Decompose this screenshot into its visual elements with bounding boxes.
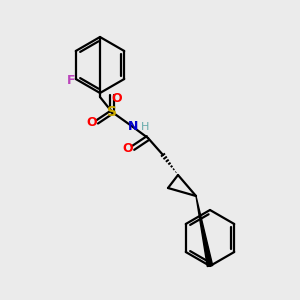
Polygon shape bbox=[196, 196, 213, 266]
Text: S: S bbox=[107, 105, 117, 119]
Text: H: H bbox=[141, 122, 149, 132]
Text: N: N bbox=[128, 121, 138, 134]
Text: O: O bbox=[87, 116, 97, 128]
Text: F: F bbox=[67, 74, 75, 88]
Text: O: O bbox=[112, 92, 122, 104]
Text: O: O bbox=[123, 142, 133, 154]
